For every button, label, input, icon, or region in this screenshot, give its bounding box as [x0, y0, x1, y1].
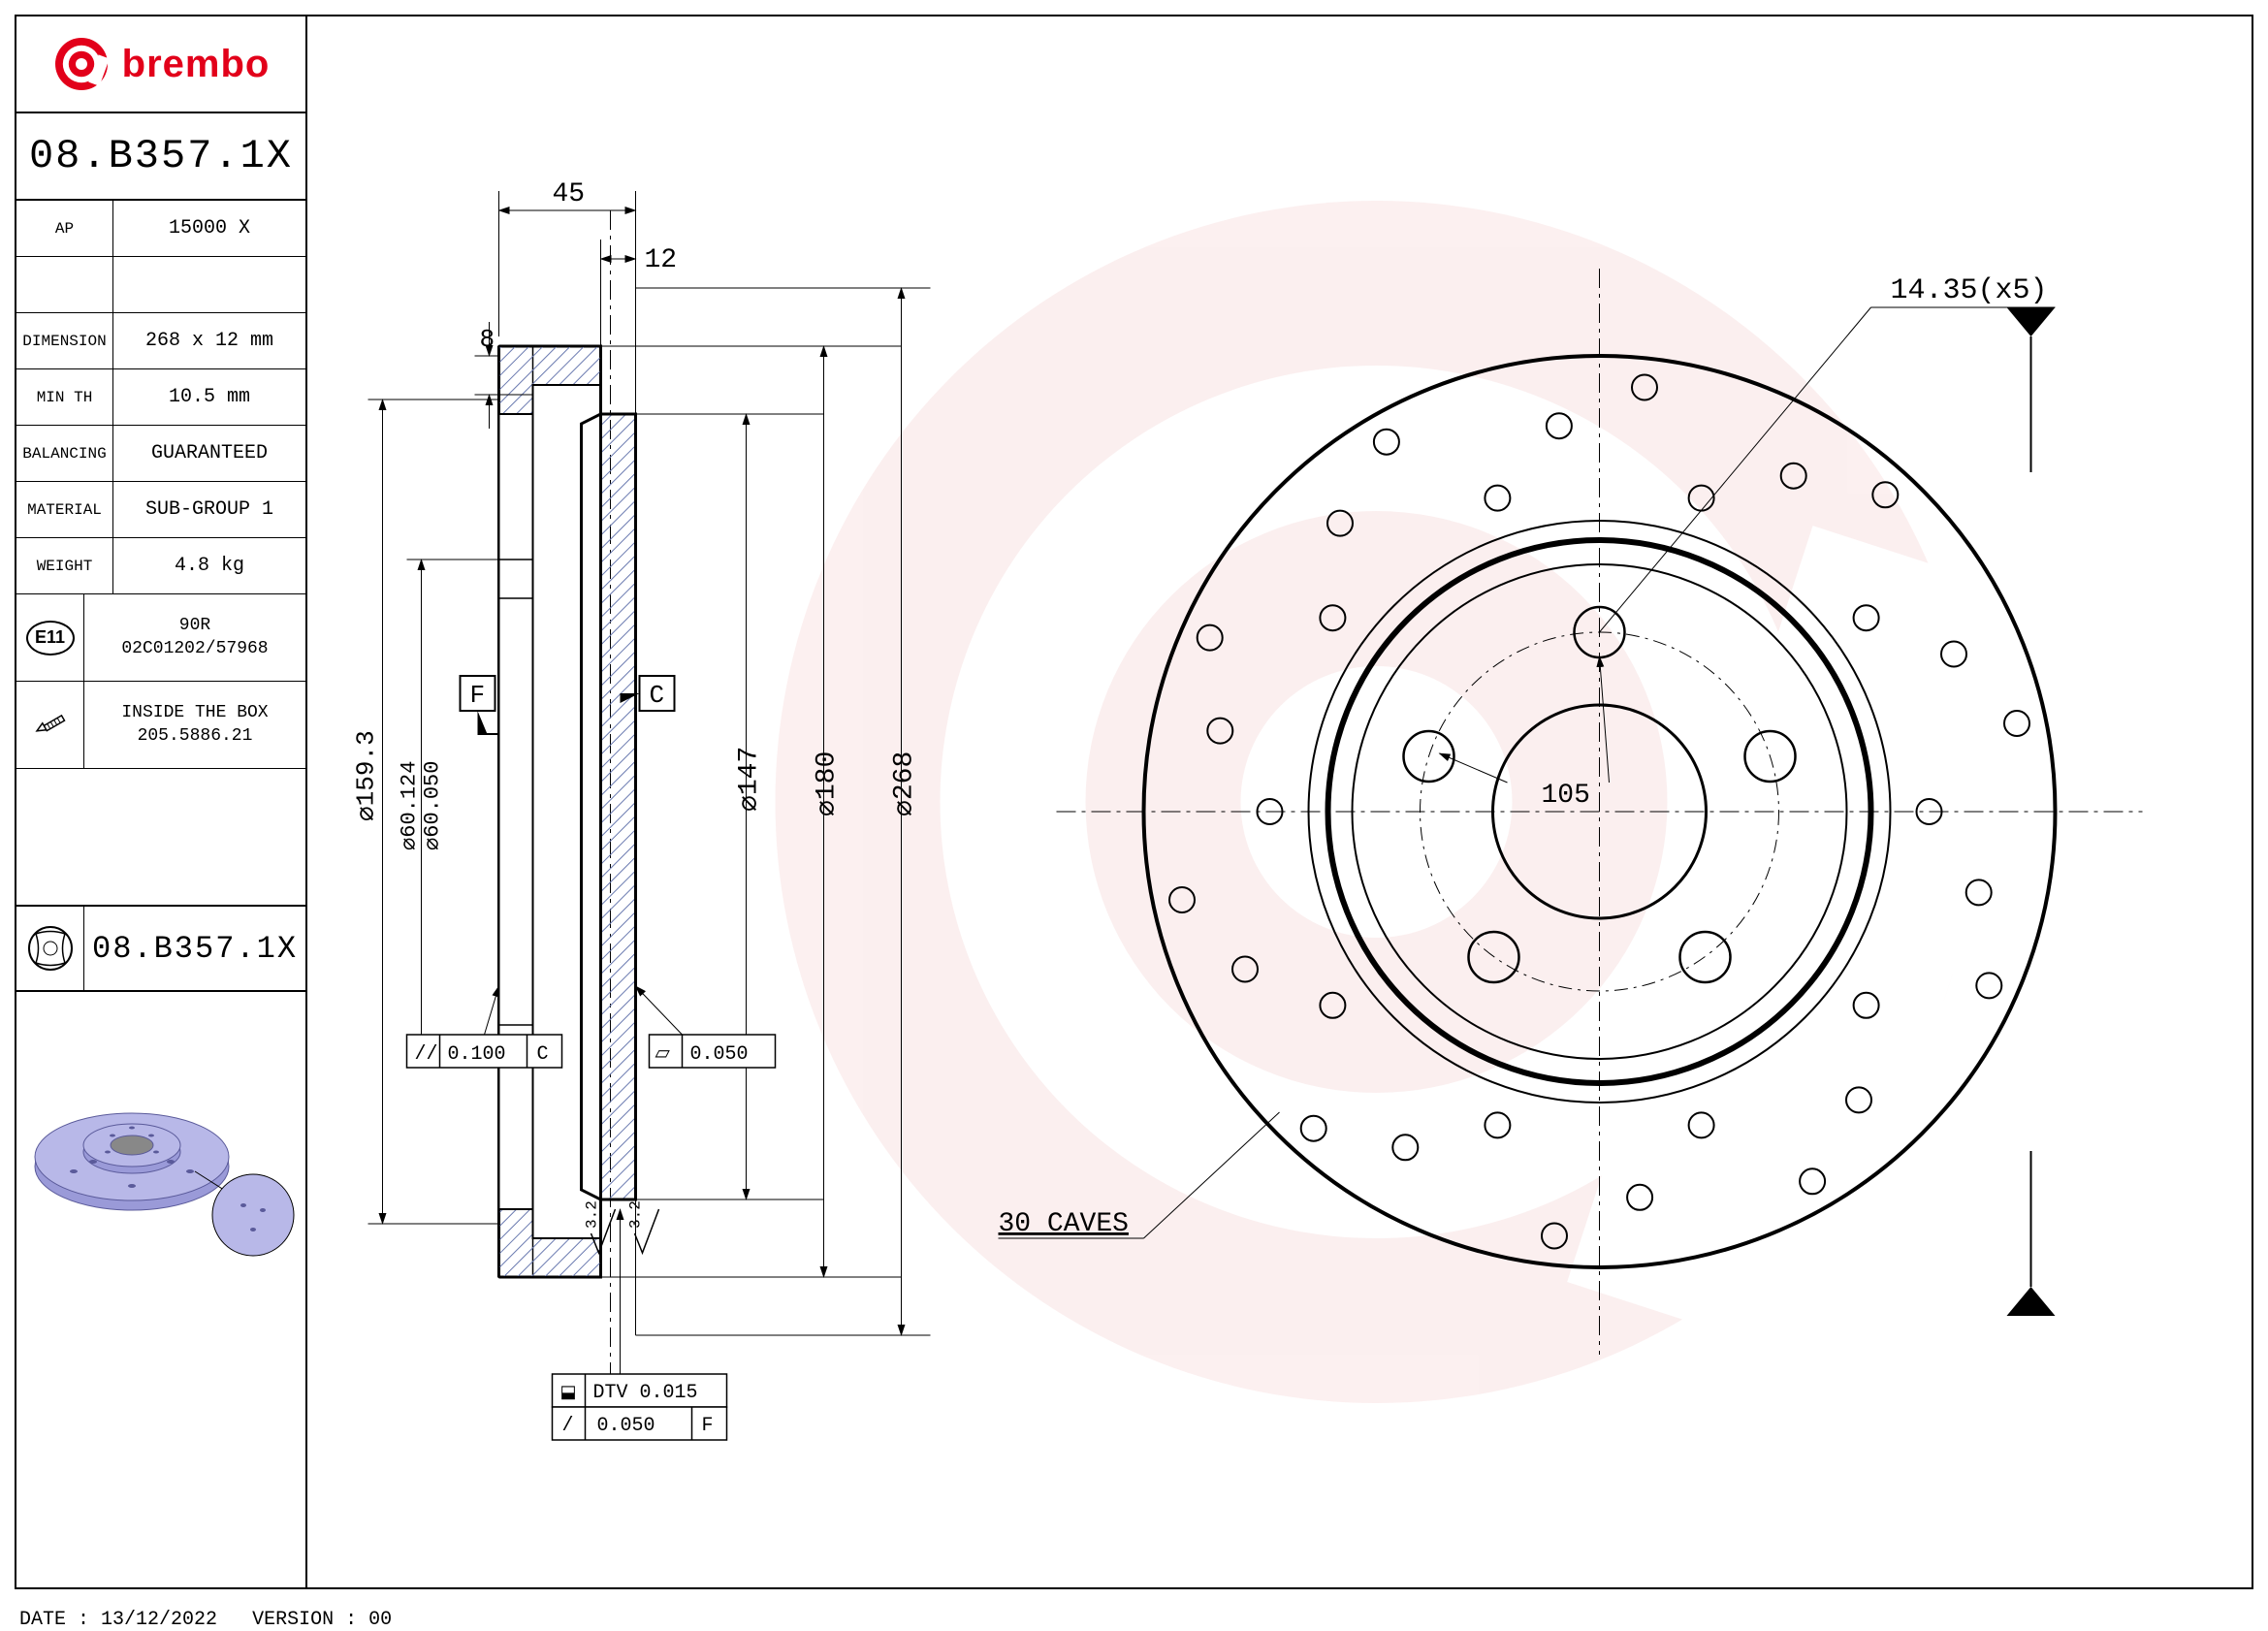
gdt-dtv: ⬓ DTV 0.015 — [553, 1374, 727, 1407]
dim-105: 105 — [1542, 781, 1590, 811]
dim-180: ⌀180 — [813, 752, 843, 816]
dim-8: 8 — [480, 325, 495, 354]
spec-label — [16, 257, 113, 312]
box-line1: INSIDE THE BOX — [121, 702, 268, 724]
spec-value: 4.8 kg — [113, 538, 305, 593]
e11-badge: E11 — [26, 621, 75, 656]
spec-dimension: DIMENSION 268 x 12 mm — [16, 313, 305, 369]
svg-text:0.050: 0.050 — [690, 1043, 749, 1066]
e11-icon: E11 — [16, 594, 84, 681]
spec-label: MIN TH — [16, 369, 113, 425]
dim-147: ⌀147 — [735, 747, 765, 812]
dim-45: 45 — [553, 179, 586, 209]
spec-blank — [16, 257, 305, 313]
spec-minth: MIN TH 10.5 mm — [16, 369, 305, 426]
drawing-frame: brembo 08.B357.1X AP 15000 X DIMENSION 2… — [15, 15, 2253, 1589]
svg-text:F: F — [702, 1415, 714, 1437]
dim-60-050: ⌀60.050 — [421, 761, 445, 850]
disc-label: 08.B357.1X — [84, 907, 305, 990]
spec-material: MATERIAL SUB-GROUP 1 — [16, 482, 305, 538]
footer: DATE : 13/12/2022 VERSION : 00 — [19, 1609, 392, 1631]
spec-value: SUB-GROUP 1 — [113, 482, 305, 537]
disc-label-row: 08.B357.1X — [16, 905, 305, 992]
dim-159: ⌀159.3 — [352, 730, 381, 821]
gdt-flat1: ▱ 0.050 — [636, 986, 776, 1068]
version-label: VERSION : — [252, 1609, 357, 1631]
svg-text:0.050: 0.050 — [597, 1415, 655, 1437]
cert-line2: 02C01202/57968 — [121, 638, 268, 660]
svg-text:C: C — [537, 1043, 549, 1066]
disc-icon — [16, 907, 84, 990]
spec-label: DIMENSION — [16, 313, 113, 368]
spec-value: 268 x 12 mm — [113, 313, 305, 368]
caves-label: 30 CAVES — [999, 1209, 1129, 1239]
svg-text:C: C — [650, 681, 665, 710]
svg-text://: // — [415, 1043, 438, 1066]
spec-value: GUARANTEED — [113, 426, 305, 481]
gdt-runout: / 0.050 F — [553, 1407, 727, 1440]
datum-f: F — [461, 676, 499, 734]
date-value: 13/12/2022 — [101, 1609, 217, 1631]
date-label: DATE : — [19, 1609, 89, 1631]
surface-finish-2: 3.2 — [627, 1200, 645, 1229]
spec-value: 10.5 mm — [113, 369, 305, 425]
logo-cell: brembo — [16, 16, 305, 113]
svg-text:F: F — [470, 681, 486, 710]
spec-label: WEIGHT — [16, 538, 113, 593]
drawing-area: 45 12 8 ⌀147 ⌀180 — [307, 16, 2252, 1587]
brand-name: brembo — [122, 43, 271, 86]
surface-finish-1: 3.2 — [584, 1200, 601, 1229]
spec-label: AP — [16, 201, 113, 256]
spec-value: 15000 X — [113, 201, 305, 256]
spec-value — [113, 257, 305, 312]
spec-label: BALANCING — [16, 426, 113, 481]
dim-12: 12 — [645, 245, 678, 275]
certification-row: E11 90R 02C01202/57968 — [16, 594, 305, 682]
dim-268: ⌀268 — [890, 752, 920, 816]
part-number: 08.B357.1X — [16, 113, 305, 201]
screw-icon — [16, 682, 84, 768]
cert-value: 90R 02C01202/57968 — [84, 594, 305, 681]
render-area — [16, 992, 305, 1302]
svg-text:▱: ▱ — [655, 1043, 671, 1066]
dim-60-124: ⌀60.124 — [398, 761, 422, 850]
watermark — [776, 201, 2071, 1403]
gdt-parallel: // 0.100 C — [407, 986, 562, 1068]
technical-drawing: 45 12 8 ⌀147 ⌀180 — [307, 16, 2252, 1587]
svg-text:⬓: ⬓ — [560, 1384, 577, 1403]
cert-line1: 90R — [179, 615, 210, 637]
version-value: 00 — [368, 1609, 392, 1631]
dim-hole: 14.35(x5) — [1891, 274, 2048, 307]
svg-text:/: / — [562, 1415, 574, 1437]
spec-balancing: BALANCING GUARANTEED — [16, 426, 305, 482]
disc-render — [25, 1011, 297, 1283]
brembo-logo-icon — [52, 35, 111, 93]
svg-text:DTV 0.015: DTV 0.015 — [593, 1382, 698, 1404]
box-line2: 205.5886.21 — [138, 725, 253, 748]
box-row: INSIDE THE BOX 205.5886.21 — [16, 682, 305, 769]
box-value: INSIDE THE BOX 205.5886.21 — [84, 682, 305, 768]
spec-weight: WEIGHT 4.8 kg — [16, 538, 305, 594]
spec-ap: AP 15000 X — [16, 201, 305, 257]
svg-text:0.100: 0.100 — [448, 1043, 506, 1066]
spec-sidebar: brembo 08.B357.1X AP 15000 X DIMENSION 2… — [16, 16, 307, 1587]
spec-label: MATERIAL — [16, 482, 113, 537]
